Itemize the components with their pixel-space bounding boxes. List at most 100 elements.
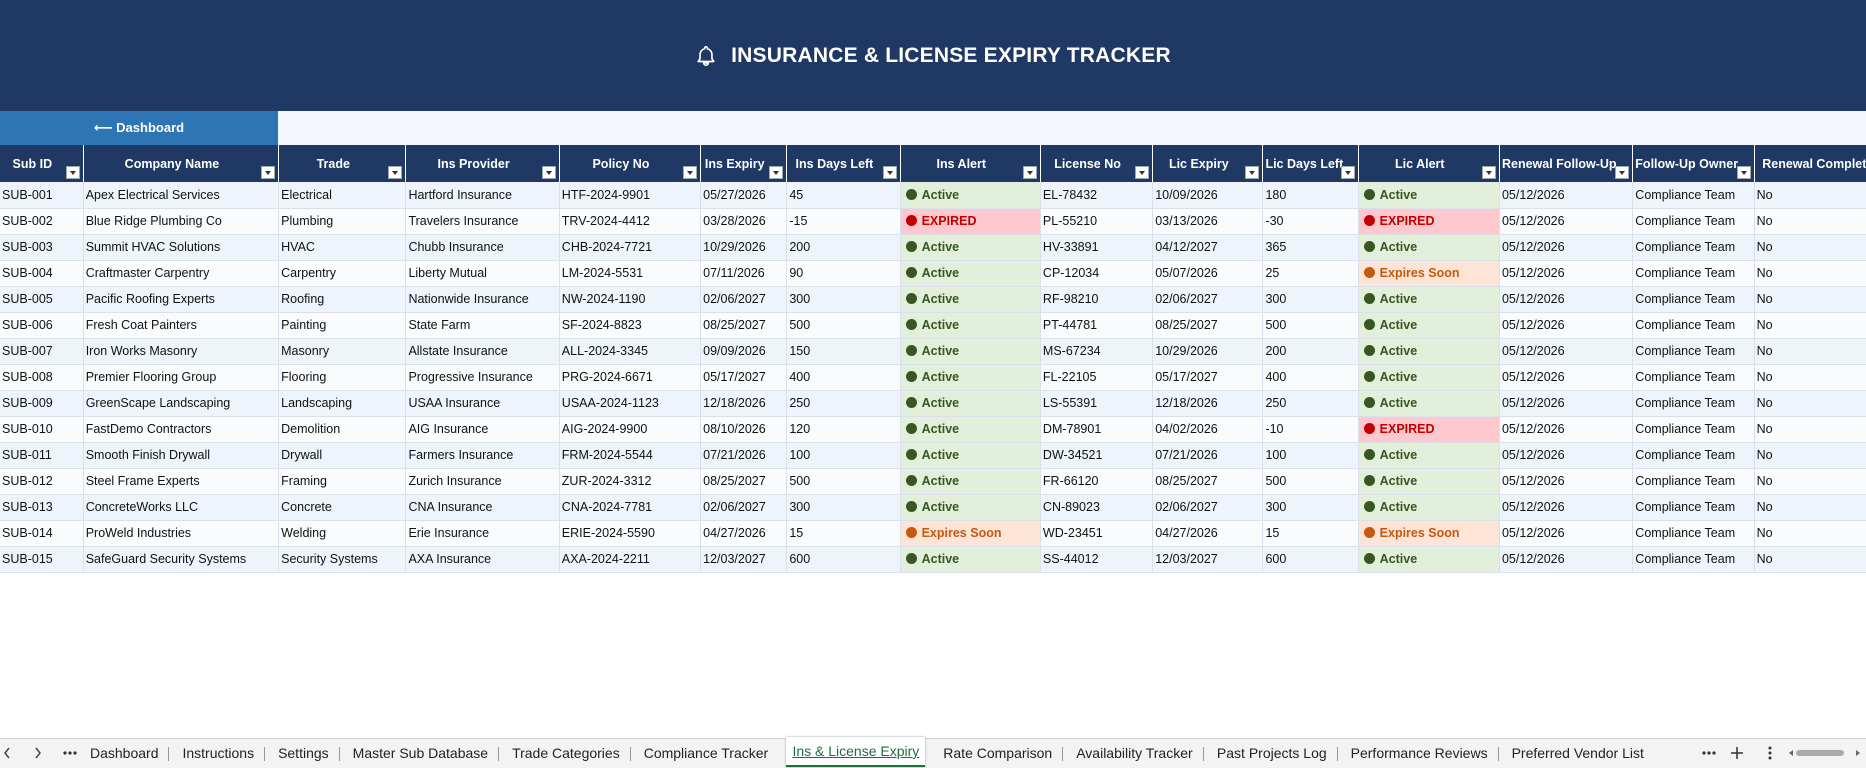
cell: Smooth Finish Drywall <box>83 442 280 469</box>
sheet-tab-label: Trade Categories <box>512 745 620 761</box>
filter-button[interactable] <box>541 166 556 179</box>
sheet-tab[interactable]: Rate Comparison <box>943 739 1052 767</box>
column-header: Ins Alert <box>900 145 1041 182</box>
cell: ConcreteWorks LLC <box>83 494 280 521</box>
status-text: Active <box>1379 318 1418 332</box>
status-dot <box>905 345 917 356</box>
cell: Flooring <box>278 364 407 391</box>
status-dot <box>905 215 917 226</box>
cell: 15 <box>786 520 901 547</box>
cell: 05/12/2026 <box>1499 442 1634 469</box>
cell: CP-12034 <box>1040 260 1154 287</box>
sheet-tab[interactable]: Ins & License Expiry <box>786 737 926 767</box>
status-dot <box>1363 319 1375 330</box>
alert-cell: EXPIRED <box>1358 208 1500 235</box>
dashboard-button[interactable]: ⟵ Dashboard <box>0 111 278 145</box>
cell: Painting <box>278 312 407 339</box>
sheet-tab[interactable]: Master Sub Database <box>353 739 488 767</box>
cell: SUB-010 <box>0 416 84 443</box>
status-text: Active <box>921 396 960 410</box>
sheet-tab[interactable]: Past Projects Log <box>1217 739 1327 767</box>
sheet-tab[interactable]: Compliance Tracker <box>644 739 769 767</box>
alert-cell: Active <box>1358 338 1500 365</box>
sheet-tab-label: Availability Tracker <box>1076 745 1193 761</box>
sheet-tab[interactable]: Trade Categories <box>512 739 620 767</box>
cell: TRV-2024-4412 <box>559 208 702 235</box>
cell: Apex Electrical Services <box>83 182 280 209</box>
sheet-tab[interactable]: Availability Tracker <box>1076 739 1192 767</box>
column-header: Company Name <box>83 145 280 182</box>
cell: 12/03/2027 <box>700 546 788 573</box>
cell: 45 <box>786 182 901 209</box>
cell: 05/12/2026 <box>1499 234 1634 261</box>
cell: Compliance Team <box>1632 286 1755 313</box>
cell: Drywall <box>278 442 407 469</box>
sheet-tab[interactable]: Preferred Vendor List <box>1512 739 1644 767</box>
cell: Landscaping <box>278 390 407 417</box>
cell: Carpentry <box>278 260 407 287</box>
cell: Fresh Coat Painters <box>83 312 280 339</box>
cell: No <box>1754 390 1866 417</box>
alert-cell: EXPIRED <box>900 208 1041 235</box>
status-dot <box>1363 241 1375 252</box>
status-dot <box>905 319 917 330</box>
cell: 25 <box>1262 260 1359 287</box>
tab-separator <box>1202 747 1204 761</box>
alert-cell: Active <box>900 442 1041 469</box>
table-row: SUB-009 GreenScape Landscaping Landscaping… <box>0 390 1866 417</box>
filter-button[interactable] <box>769 166 784 179</box>
sheet-tab[interactable]: Dashboard <box>90 739 159 767</box>
sheet-tab[interactable]: Performance Reviews <box>1351 739 1488 767</box>
column-header-text: Follow-Up Owner <box>1635 156 1739 171</box>
filter-button[interactable] <box>388 166 403 179</box>
cell: State Farm <box>405 312 560 339</box>
alert-cell: Expires Soon <box>900 520 1041 547</box>
filter-button[interactable] <box>1481 166 1496 179</box>
sheet-tab-label: Settings <box>278 745 329 761</box>
cell: 100 <box>786 442 901 469</box>
cell: 05/07/2026 <box>1152 260 1264 287</box>
cell: 05/12/2026 <box>1499 390 1634 417</box>
alert-cell: Active <box>1358 364 1500 391</box>
cell: Craftmaster Carpentry <box>83 260 280 287</box>
status-text: Active <box>1379 500 1418 514</box>
filter-button[interactable] <box>1615 166 1630 179</box>
status-dot <box>1363 501 1375 512</box>
status-dot <box>905 267 917 278</box>
sheet-tab[interactable]: Settings <box>278 739 329 767</box>
status-dot <box>905 553 917 564</box>
cell: SafeGuard Security Systems <box>83 546 280 573</box>
cell: 04/27/2026 <box>1152 520 1264 547</box>
table-row: SUB-014 ProWeld Industries Welding Erie Ins… <box>0 520 1866 547</box>
filter-button[interactable] <box>1135 166 1150 179</box>
cell: 90 <box>786 260 901 287</box>
cell: Compliance Team <box>1632 260 1755 287</box>
filter-button[interactable] <box>1022 166 1037 179</box>
tab-controls[interactable] <box>1690 739 1866 767</box>
cell: No <box>1754 260 1866 287</box>
cell: 200 <box>786 234 901 261</box>
filter-button[interactable] <box>683 166 698 179</box>
cell: 150 <box>786 338 901 365</box>
filter-button[interactable] <box>65 166 80 179</box>
column-header-text: Sub ID <box>12 156 53 171</box>
button-row: ⟵ Dashboard <box>0 111 1866 145</box>
cell: SUB-008 <box>0 364 84 391</box>
filter-button[interactable] <box>261 166 276 179</box>
status-text: Expires Soon <box>921 526 1002 540</box>
filter-button[interactable] <box>1736 166 1751 179</box>
filter-button[interactable] <box>882 166 897 179</box>
column-header-text: Company Name <box>124 156 220 171</box>
table-row: SUB-004 Craftmaster Carpentry Carpentry Lib… <box>0 260 1866 287</box>
cell: Hartford Insurance <box>405 182 560 209</box>
sheet-tab[interactable]: Instructions <box>182 739 254 767</box>
filter-button[interactable] <box>1340 166 1355 179</box>
alert-cell: Active <box>1358 468 1500 495</box>
cell: Progressive Insurance <box>405 364 560 391</box>
cell: Compliance Team <box>1632 494 1755 521</box>
cell: AIG-2024-9900 <box>559 416 702 443</box>
filter-button[interactable] <box>1245 166 1260 179</box>
tab-nav[interactable] <box>0 739 90 767</box>
status-dot <box>1363 345 1375 356</box>
